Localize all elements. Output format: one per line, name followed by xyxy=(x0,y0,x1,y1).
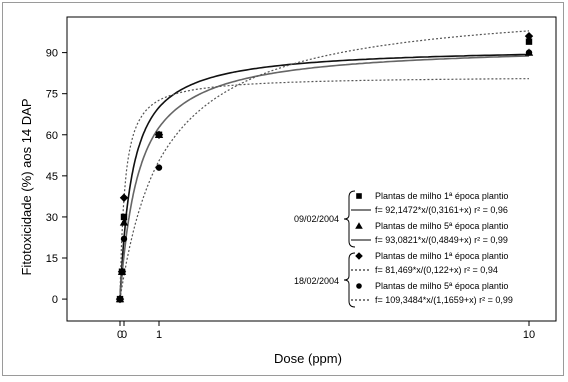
chart-frame: Fitotoxicidade (%) aos 14 DAP Dose (ppm)… xyxy=(2,2,564,376)
y-tick-label: 0 xyxy=(52,294,58,306)
legend-label: Plantas de milho 1ª época plantio xyxy=(375,191,508,201)
y-axis-title: Fitotoxicidade (%) aos 14 DAP xyxy=(19,98,34,275)
y-tick-label: 60 xyxy=(46,130,58,142)
x-tick-label: 1 xyxy=(156,329,162,341)
legend-equation: f= 92,1472*x/(0,3161+x) r² = 0,96 xyxy=(375,205,508,215)
y-tick-label: 15 xyxy=(46,253,58,265)
data-point xyxy=(120,235,128,243)
fit-curve xyxy=(119,53,529,300)
legend-marker xyxy=(356,193,362,199)
y-tick-label: 30 xyxy=(46,212,58,224)
x-tick-label: 10 xyxy=(523,329,535,341)
data-point xyxy=(120,213,128,221)
data-point xyxy=(119,218,129,226)
legend-date: 18/02/2004 xyxy=(294,276,339,286)
data-point xyxy=(155,164,163,171)
y-tick-label: 90 xyxy=(46,48,58,60)
x-tick-label: 0 xyxy=(121,329,127,341)
fit-curve xyxy=(119,30,530,300)
legend-equation: f= 93,0821*x/(0,4849+x) r² = 0,99 xyxy=(375,235,508,245)
legend-label: Plantas de milho 5ª época plantio xyxy=(375,281,508,291)
y-tick-label: 75 xyxy=(46,89,58,101)
data-point xyxy=(525,49,533,56)
data-point xyxy=(154,130,164,139)
legend-equation: f= 81,469*x/(0,122+x) r² = 0,94 xyxy=(375,265,498,275)
data-point xyxy=(116,295,124,303)
legend-label: Plantas de milho 5ª época plantio xyxy=(375,221,508,231)
y-tick-label: 45 xyxy=(46,171,58,183)
x-tick-label: 0 xyxy=(117,329,123,341)
legend-equation: f= 109,3484*x/(1,1659+x) r² = 0,99 xyxy=(375,295,513,305)
legend-date: 09/02/2004 xyxy=(294,214,339,224)
legend-brace xyxy=(343,252,356,308)
data-point xyxy=(525,38,533,45)
chart: Fitotoxicidade (%) aos 14 DAP Dose (ppm)… xyxy=(19,16,557,366)
legend-marker xyxy=(355,222,363,229)
plot-border xyxy=(66,16,557,322)
data-point xyxy=(118,268,126,275)
fit-curve xyxy=(119,55,530,300)
legend-label: Plantas de milho 1ª época plantio xyxy=(375,251,508,261)
data-point xyxy=(524,31,534,41)
legend-brace xyxy=(343,190,356,248)
legend-marker xyxy=(355,252,363,260)
fit-curve xyxy=(119,78,529,300)
data-point xyxy=(119,193,129,202)
legend-marker xyxy=(356,283,362,289)
x-axis-title: Dose (ppm) xyxy=(274,351,342,366)
